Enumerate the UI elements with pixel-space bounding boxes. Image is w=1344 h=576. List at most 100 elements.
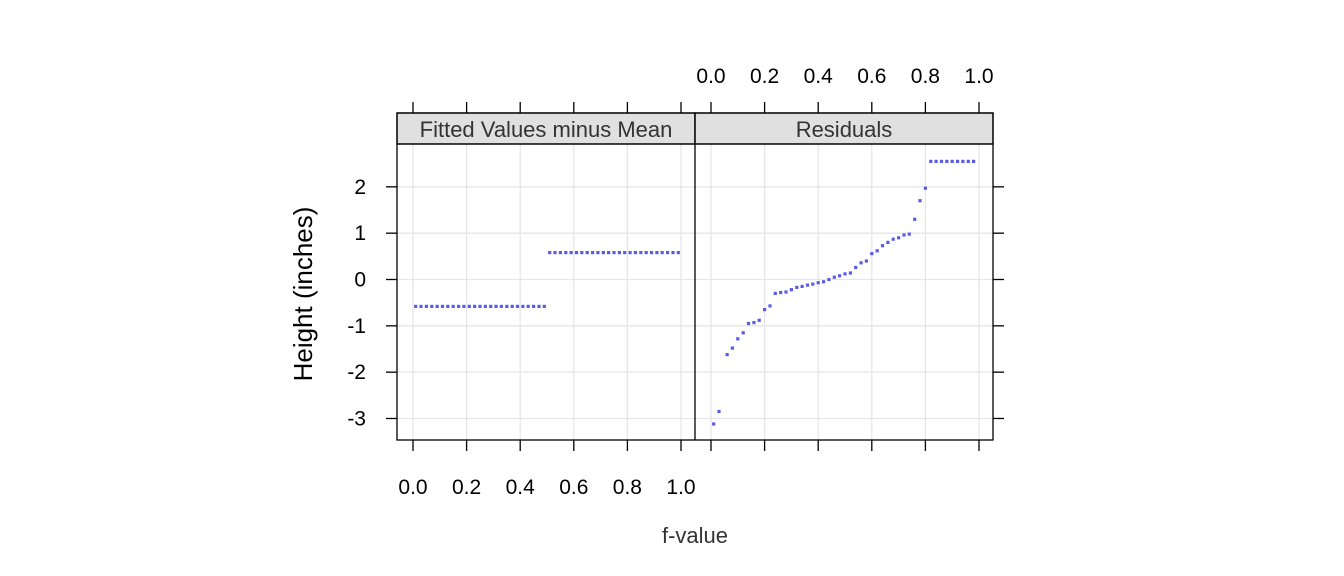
strip-label-fitted-values: Fitted Values minus Mean	[420, 117, 673, 142]
data-point-residuals	[880, 244, 885, 248]
data-point-fitted-values	[499, 304, 503, 308]
data-point-fitted-values	[414, 304, 418, 308]
data-point-fitted-values	[521, 304, 525, 308]
data-point-fitted-values	[591, 251, 595, 255]
data-point-fitted-values	[494, 304, 498, 308]
data-point-residuals	[712, 422, 716, 426]
data-point-fitted-values	[574, 251, 579, 255]
data-point-residuals	[773, 291, 777, 295]
data-point-fitted-values	[607, 251, 611, 255]
data-point-fitted-values	[419, 304, 423, 308]
data-point-residuals	[902, 233, 906, 237]
data-point-fitted-values	[676, 251, 680, 255]
data-point-residuals	[752, 321, 756, 325]
data-point-fitted-values	[649, 251, 654, 255]
data-point-fitted-values	[617, 251, 621, 255]
data-point-residuals	[875, 249, 879, 253]
data-point-fitted-values	[526, 304, 530, 308]
data-point-residuals	[913, 217, 917, 221]
data-point-fitted-values	[515, 304, 520, 308]
data-point-fitted-values	[558, 251, 562, 255]
data-point-fitted-values	[548, 251, 552, 255]
x-tick-label-bottom: 0.2	[452, 476, 481, 499]
x-tick-label-bottom: 0.6	[559, 476, 588, 499]
x-tick-label-bottom: 0.4	[506, 476, 536, 499]
data-point-residuals	[811, 282, 815, 286]
data-point-fitted-values	[435, 304, 439, 308]
x-tick-label-bottom: 0.0	[398, 476, 427, 499]
data-point-residuals	[950, 159, 954, 163]
data-point-residuals	[870, 252, 874, 256]
data-point-residuals	[779, 290, 783, 295]
strip-background-fitted-values	[396, 112, 696, 145]
data-point-fitted-values	[628, 251, 632, 255]
data-point-residuals	[795, 285, 799, 289]
data-point-fitted-values	[457, 304, 461, 308]
data-point-fitted-values	[440, 304, 445, 308]
data-point-fitted-values	[564, 251, 568, 255]
data-point-residuals	[822, 280, 826, 284]
x-tick-label-top: 0.0	[696, 65, 725, 88]
data-point-fitted-values	[424, 304, 428, 308]
data-point-residuals	[918, 199, 922, 203]
data-point-fitted-values	[532, 304, 536, 308]
data-point-residuals	[891, 237, 895, 241]
points-fitted-values	[414, 251, 680, 308]
data-point-residuals	[789, 288, 793, 292]
data-point-fitted-values	[446, 304, 450, 308]
data-point-residuals	[929, 159, 933, 163]
data-point-fitted-values	[537, 304, 541, 308]
data-point-fitted-values	[510, 304, 514, 308]
data-point-residuals	[717, 409, 721, 414]
data-point-residuals	[746, 321, 751, 326]
data-point-residuals	[848, 271, 852, 275]
y-tick-label: 0	[354, 269, 366, 292]
strip-label-residuals: Residuals	[796, 117, 893, 142]
data-point-fitted-values	[430, 304, 434, 308]
panel-residuals: Residuals	[694, 112, 994, 440]
data-point-fitted-values	[505, 304, 509, 308]
points-residuals	[712, 159, 976, 426]
data-point-fitted-values	[451, 304, 455, 308]
data-point-fitted-values	[601, 251, 605, 255]
y-axis-title: Height (inches)	[288, 207, 318, 382]
data-point-fitted-values	[489, 304, 493, 308]
data-point-residuals	[934, 159, 938, 163]
data-point-residuals	[805, 283, 810, 287]
data-point-residuals	[784, 290, 788, 294]
data-point-residuals	[907, 232, 911, 236]
data-point-residuals	[730, 346, 734, 350]
data-point-residuals	[972, 159, 976, 163]
data-point-fitted-values	[596, 251, 600, 255]
x-tick-label-top: 0.4	[804, 65, 834, 88]
x-tick-label-top: 0.6	[857, 65, 886, 88]
x-axis-title: f-value	[662, 523, 728, 548]
data-point-residuals	[757, 318, 761, 322]
data-point-residuals	[961, 159, 965, 163]
x-tick-label-bottom: 0.8	[613, 476, 642, 499]
data-point-residuals	[827, 277, 831, 282]
data-point-residuals	[800, 284, 804, 288]
y-tick-label: -3	[347, 407, 366, 430]
data-point-residuals	[923, 186, 927, 190]
data-point-fitted-values	[671, 251, 675, 255]
strip-background-residuals	[694, 112, 994, 145]
data-point-fitted-values	[666, 251, 670, 255]
data-point-fitted-values	[660, 251, 664, 255]
data-point-fitted-values	[569, 251, 573, 255]
data-point-residuals	[897, 236, 901, 240]
data-point-fitted-values	[633, 251, 637, 255]
data-point-fitted-values	[553, 251, 557, 255]
data-point-residuals	[956, 159, 960, 163]
data-point-residuals	[939, 159, 944, 163]
data-point-residuals	[854, 265, 858, 270]
data-point-fitted-values	[612, 251, 616, 255]
data-point-residuals	[859, 261, 863, 265]
data-point-residuals	[763, 308, 767, 312]
data-point-fitted-values	[623, 251, 627, 255]
data-point-residuals	[816, 281, 820, 285]
data-point-residuals	[966, 159, 970, 163]
data-point-fitted-values	[483, 304, 487, 308]
x-tick-label-top: 1.0	[964, 65, 993, 88]
